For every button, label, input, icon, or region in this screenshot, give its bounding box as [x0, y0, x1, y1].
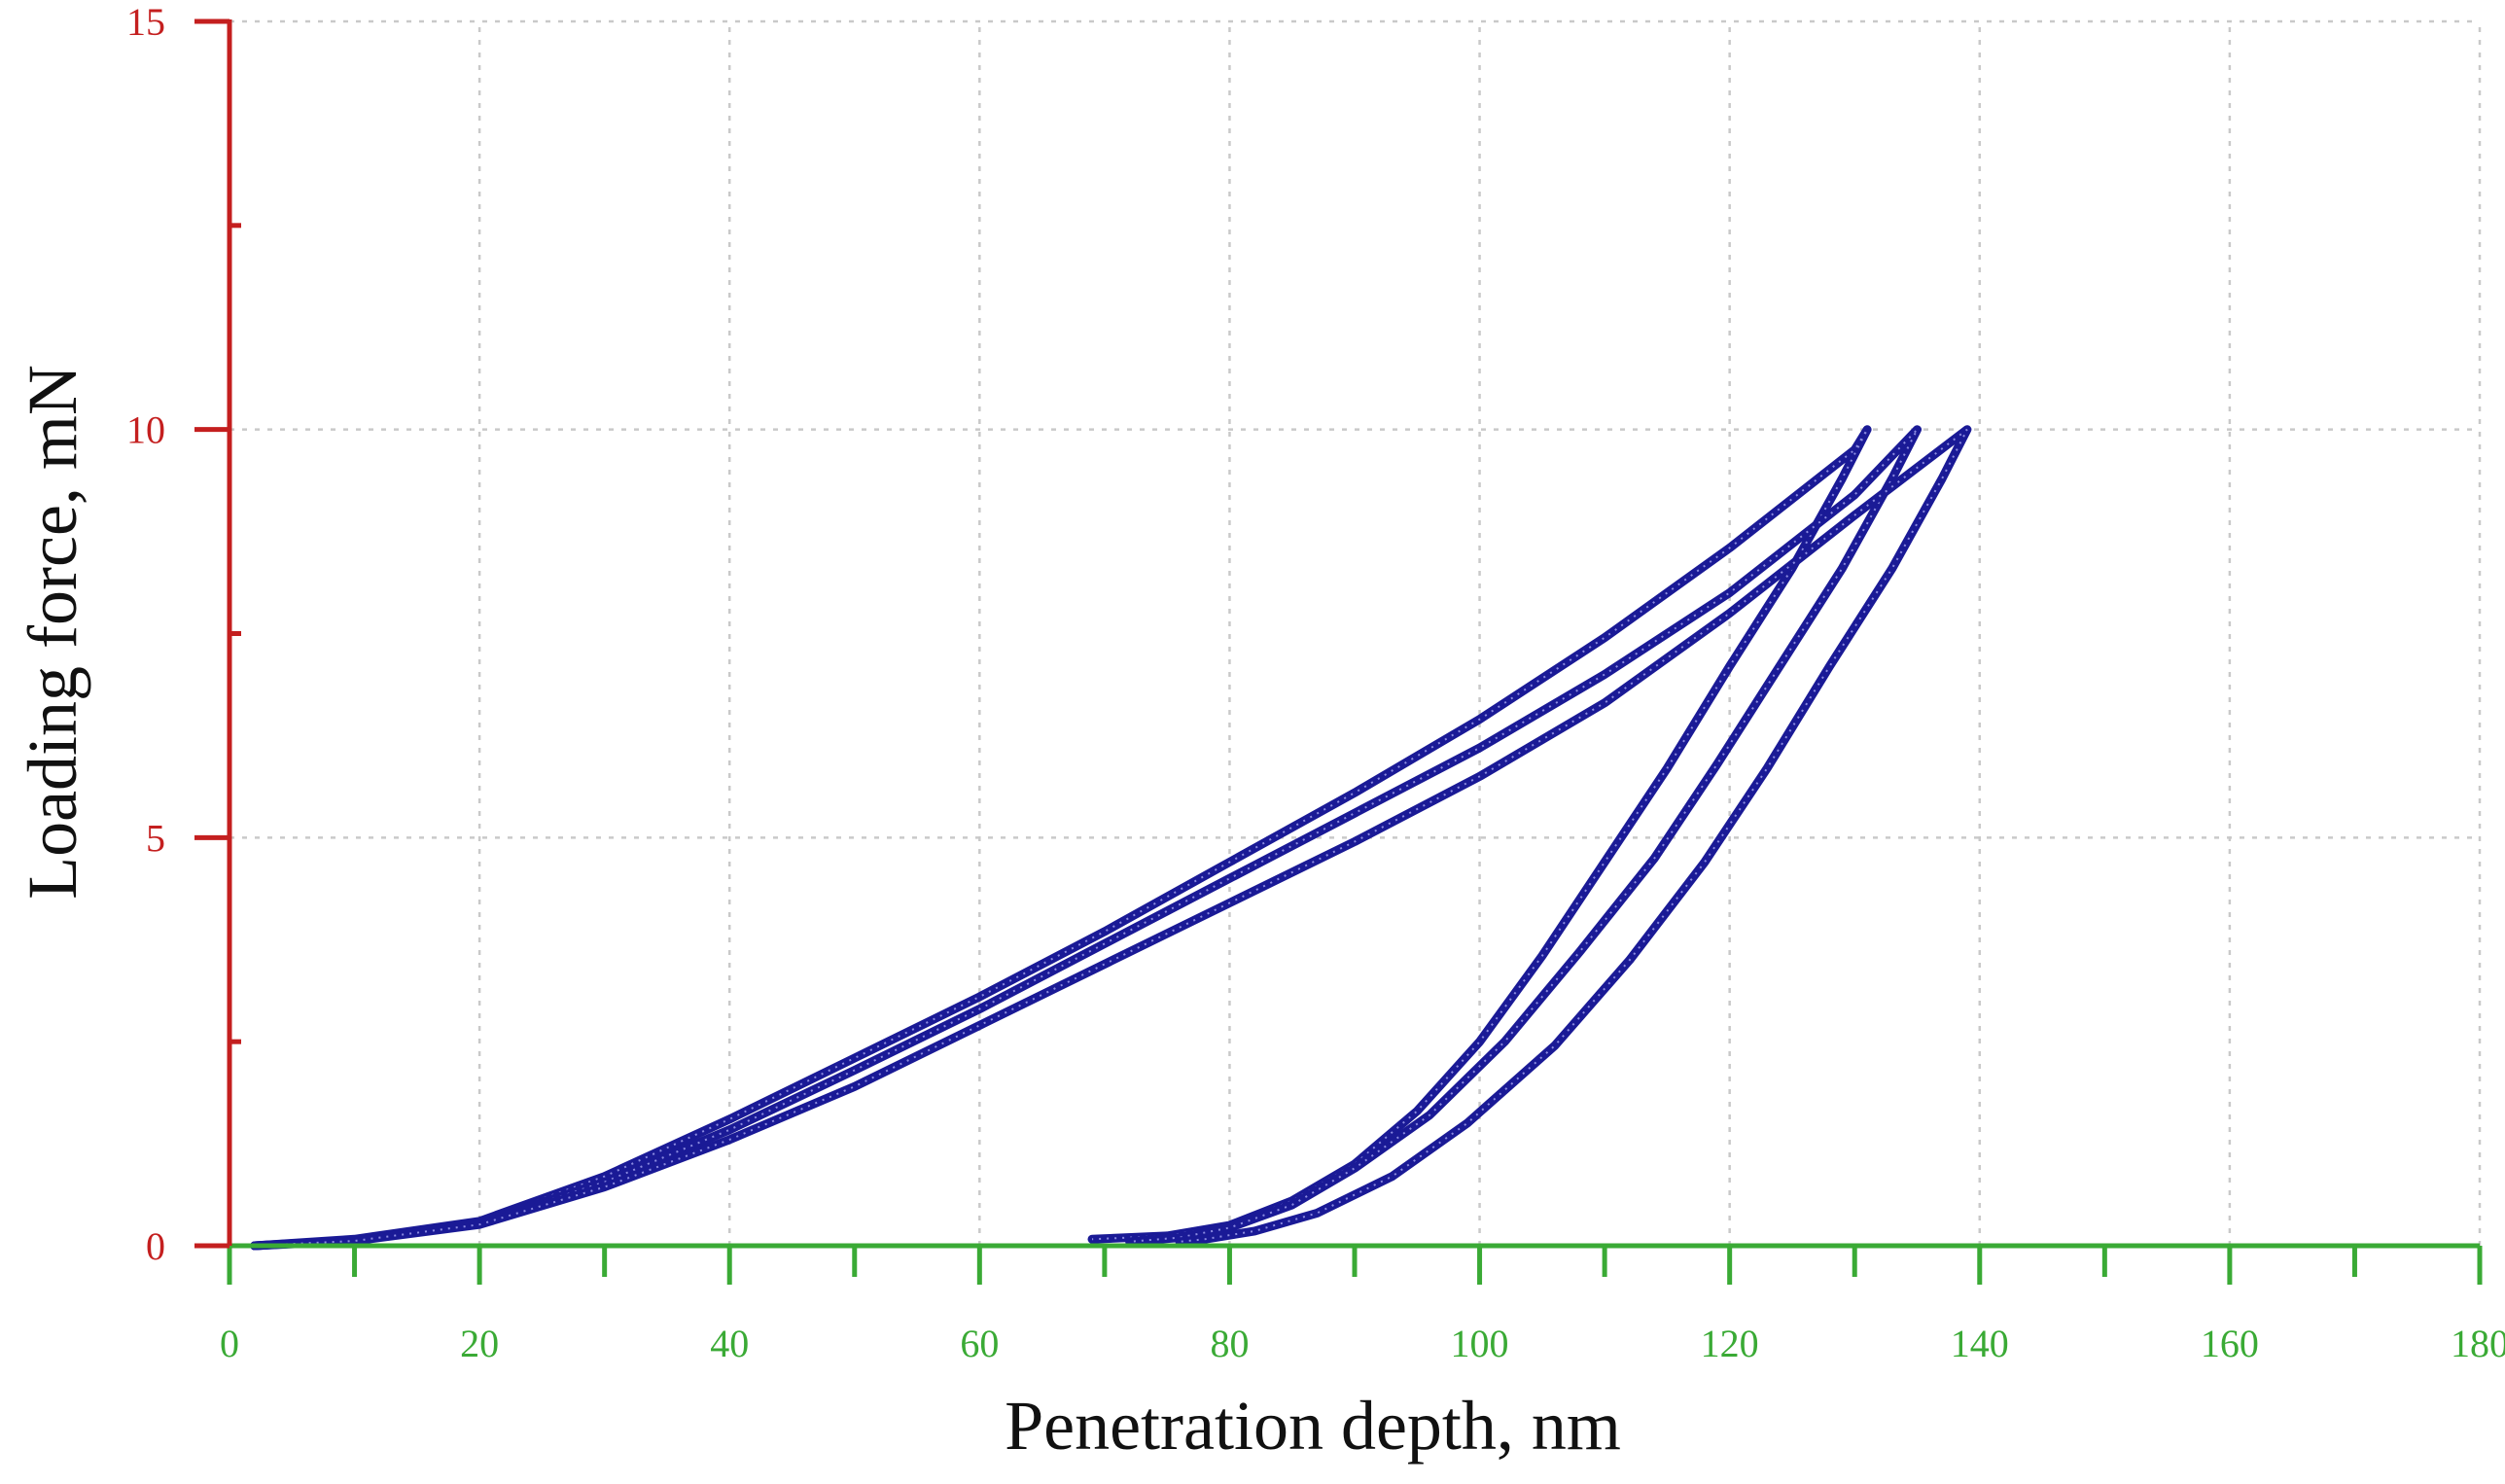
curve-2-texture: [254, 429, 1919, 1247]
x-tick-label-20: 20: [460, 1322, 499, 1365]
curve-3-texture: [254, 428, 1968, 1247]
axes: [194, 18, 2483, 1285]
x-tick-label-0: 0: [220, 1322, 239, 1365]
x-tick-label-80: 80: [1210, 1322, 1249, 1365]
y-tick-label-5: 5: [146, 816, 165, 860]
x-tick-label-40: 40: [710, 1322, 749, 1365]
x-axis-title: Penetration depth, nm: [1005, 1387, 1621, 1465]
y-tick-label-10: 10: [126, 408, 165, 452]
y-tick-label-0: 0: [146, 1224, 165, 1268]
grid-lines: [229, 19, 2482, 1246]
x-tick-label-100: 100: [1451, 1322, 1509, 1365]
x-tick-label-60: 60: [960, 1322, 999, 1365]
x-tick-label-180: 180: [2451, 1322, 2505, 1365]
tick-labels: 0 20 40 60 80 100 120 140 160 180 0 5 10 15: [126, 0, 2505, 1365]
x-tick-label-120: 120: [1701, 1322, 1759, 1365]
y-axis-title: Loading force, mN: [14, 365, 91, 900]
x-tick-label-140: 140: [1951, 1322, 2009, 1365]
y-tick-label-15: 15: [126, 0, 165, 44]
x-tick-label-160: 160: [2201, 1322, 2259, 1365]
curve-1-texture: [254, 429, 1868, 1247]
load-displacement-curves: [250, 425, 1972, 1251]
